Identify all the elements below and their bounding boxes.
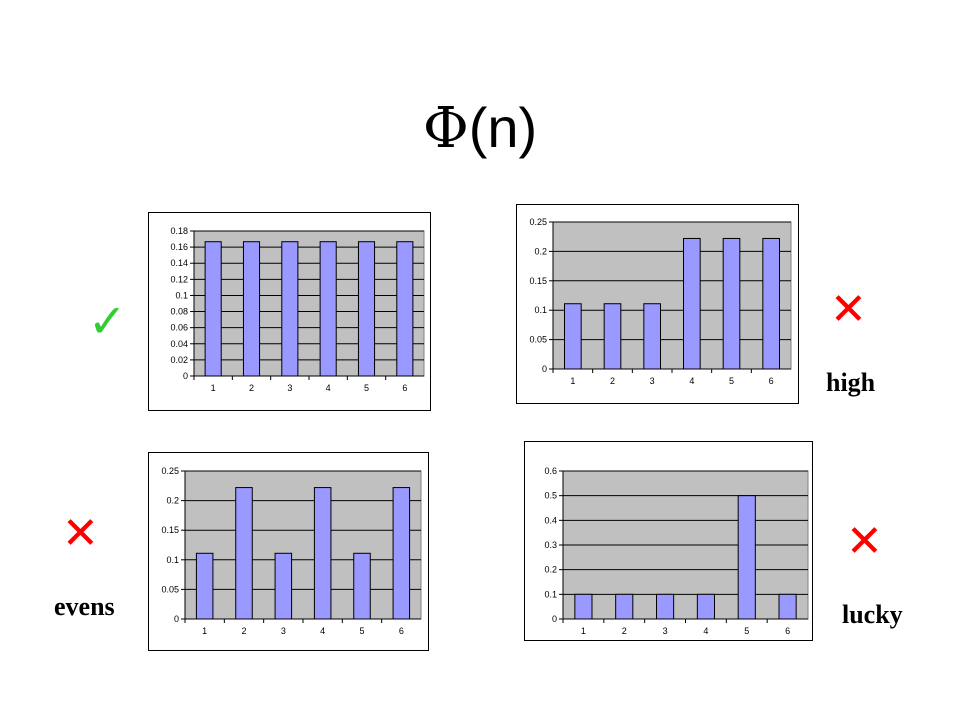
x-tick-label: 4 <box>326 383 331 393</box>
y-tick-label: 0.5 <box>544 491 557 501</box>
slide-title: Φ(n) <box>0 88 960 168</box>
bar <box>281 241 299 377</box>
y-tick-label: 0 <box>174 614 179 624</box>
bar <box>737 495 756 620</box>
bar <box>696 593 715 620</box>
title-phi-symbol: Φ <box>422 96 469 161</box>
bar <box>603 303 622 370</box>
bar <box>656 593 675 620</box>
x-tick-label: 1 <box>581 626 586 636</box>
y-tick-label: 0.14 <box>170 258 188 268</box>
y-tick-label: 0.15 <box>529 276 547 286</box>
y-tick-label: 0 <box>552 614 557 624</box>
plot-area <box>552 221 792 370</box>
x-tick-label: 4 <box>320 626 325 636</box>
bar <box>778 593 797 620</box>
x-tick-label: 6 <box>769 376 774 386</box>
x-tick-label: 2 <box>622 626 627 636</box>
x-tick-label: 4 <box>703 626 708 636</box>
chart-evens-distribution: 0 0.05 0.1 0.15 0.2 0.25 1 2 3 4 5 6 <box>148 452 429 651</box>
bar <box>353 552 371 620</box>
y-tick-label: 0.16 <box>170 242 188 252</box>
bar <box>722 237 741 370</box>
x-tick-label: 3 <box>663 626 668 636</box>
y-tick-label: 0.08 <box>170 307 188 317</box>
cross-mark-icon-evens: ✕ <box>62 508 99 559</box>
x-tick-label: 5 <box>364 383 369 393</box>
chart-high-distribution: 0 0.05 0.1 0.15 0.2 0.25 1 2 3 4 5 6 <box>516 204 799 404</box>
y-tick-label: 0 <box>183 371 188 381</box>
x-tick-label: 2 <box>241 626 246 636</box>
y-tick-label: 0.2 <box>534 246 547 256</box>
x-tick-label: 2 <box>610 376 615 386</box>
bar <box>357 241 376 377</box>
y-tick-label: 0.18 <box>170 226 188 236</box>
y-tick-label: 0.3 <box>544 540 557 550</box>
bar <box>615 593 634 620</box>
y-tick-label: 0.25 <box>161 466 179 476</box>
chart-svg: 0 0.05 0.1 0.15 0.2 0.25 1 2 3 4 5 6 <box>161 466 422 636</box>
bar <box>319 241 337 377</box>
y-tick-label: 0.1 <box>534 305 547 315</box>
cross-mark-icon-high: ✕ <box>830 284 867 335</box>
bar <box>392 487 411 620</box>
y-tick-label: 0.2 <box>544 565 557 575</box>
y-tick-label: 0.05 <box>529 335 547 345</box>
check-mark-icon: ✓ <box>88 294 127 348</box>
y-tick-label: 0.6 <box>544 466 557 476</box>
x-tick-label: 6 <box>785 626 790 636</box>
x-tick-label: 5 <box>744 626 749 636</box>
bar <box>313 487 332 620</box>
y-tick-label: 0.25 <box>529 217 547 227</box>
x-tick-label: 5 <box>359 626 364 636</box>
x-tick-label: 1 <box>202 626 207 636</box>
bar <box>643 303 661 370</box>
bar <box>574 593 593 620</box>
chart-svg: 0 0.02 0.04 0.06 0.08 0.1 0.12 0.14 0.16 0.18 1 2 3 4… <box>170 226 425 393</box>
plot-area <box>184 470 422 620</box>
y-tick-label: 0.05 <box>161 584 179 594</box>
caption-high: high <box>826 368 876 397</box>
x-tick-label: 4 <box>689 376 694 386</box>
title-argument: (n) <box>468 96 538 159</box>
x-tick-label: 6 <box>402 383 407 393</box>
x-tick-label: 2 <box>249 383 254 393</box>
y-tick-label: 0 <box>542 364 547 374</box>
bar <box>762 237 780 370</box>
cross-mark-icon-lucky: ✕ <box>846 516 883 567</box>
chart-lucky-distribution: 0 0.1 0.2 0.3 0.4 0.5 0.6 1 2 3 4 5 6 <box>524 441 813 641</box>
x-tick-label: 3 <box>281 626 286 636</box>
caption-lucky: lucky <box>842 600 903 629</box>
bar <box>235 487 253 620</box>
y-tick-label: 0.2 <box>166 496 179 506</box>
y-tick-label: 0.02 <box>170 355 188 365</box>
bar <box>396 241 414 377</box>
x-tick-label: 6 <box>399 626 404 636</box>
bar <box>242 241 261 377</box>
x-tick-label: 1 <box>570 376 575 386</box>
y-tick-label: 0.1 <box>166 555 179 565</box>
x-tick-label: 3 <box>650 376 655 386</box>
x-tick-label: 1 <box>211 383 216 393</box>
x-tick-label: 5 <box>729 376 734 386</box>
bar <box>204 241 222 377</box>
chart-svg: 0 0.05 0.1 0.15 0.2 0.25 1 2 3 4 5 6 <box>529 217 792 386</box>
bar <box>195 552 214 620</box>
bar <box>564 303 582 370</box>
chart-fair-distribution: 0 0.02 0.04 0.06 0.08 0.1 0.12 0.14 0.16 0.18 1 2 3 4… <box>148 212 431 411</box>
y-tick-label: 0.15 <box>161 525 179 535</box>
x-tick-label: 3 <box>287 383 292 393</box>
y-tick-label: 0.12 <box>170 274 188 284</box>
y-tick-label: 0.06 <box>170 323 188 333</box>
y-tick-label: 0.4 <box>544 515 557 525</box>
caption-evens: evens <box>54 592 115 621</box>
bar <box>274 552 293 620</box>
y-tick-label: 0.1 <box>175 290 188 300</box>
bar <box>683 237 701 370</box>
y-tick-label: 0.04 <box>170 339 188 349</box>
chart-svg: 0 0.1 0.2 0.3 0.4 0.5 0.6 1 2 3 4 5 6 <box>544 466 809 636</box>
y-tick-label: 0.1 <box>544 589 557 599</box>
plot-area <box>193 230 425 377</box>
